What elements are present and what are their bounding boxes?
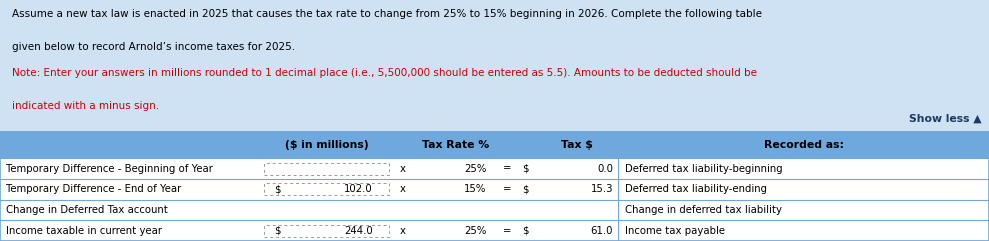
Text: 0.0: 0.0	[597, 164, 613, 174]
Text: $: $	[274, 226, 281, 236]
Text: Deferred tax liability-beginning: Deferred tax liability-beginning	[625, 164, 782, 174]
Text: Temporary Difference - Beginning of Year: Temporary Difference - Beginning of Year	[6, 164, 213, 174]
Text: given below to record Arnold’s income taxes for 2025.: given below to record Arnold’s income ta…	[12, 42, 295, 52]
Text: 244.0: 244.0	[344, 226, 373, 236]
Text: 25%: 25%	[464, 164, 487, 174]
Text: Recorded as:: Recorded as:	[764, 140, 844, 150]
Text: 61.0: 61.0	[590, 226, 613, 236]
Text: Note: Enter your answers in millions rounded to 1 decimal place (i.e., 5,500,000: Note: Enter your answers in millions rou…	[12, 68, 757, 78]
Text: Income tax payable: Income tax payable	[625, 226, 725, 236]
Text: indicated with a minus sign.: indicated with a minus sign.	[12, 101, 159, 111]
Text: 15%: 15%	[464, 184, 487, 194]
Bar	[264, 225, 389, 237]
Text: Tax Rate %: Tax Rate %	[422, 140, 490, 150]
Bar	[264, 183, 389, 195]
Text: Income taxable in current year: Income taxable in current year	[6, 226, 162, 236]
Text: x: x	[400, 164, 405, 174]
Text: $: $	[274, 184, 281, 194]
Text: 15.3: 15.3	[590, 184, 613, 194]
Text: Change in deferred tax liability: Change in deferred tax liability	[625, 205, 782, 215]
Text: =: =	[502, 226, 511, 236]
Text: Show less ▲: Show less ▲	[910, 114, 982, 123]
Text: $: $	[522, 164, 529, 174]
Text: Deferred tax liability-ending: Deferred tax liability-ending	[625, 184, 767, 194]
Text: Temporary Difference - End of Year: Temporary Difference - End of Year	[6, 184, 181, 194]
Text: x: x	[400, 226, 405, 236]
Text: 25%: 25%	[464, 226, 487, 236]
Text: $: $	[522, 226, 529, 236]
Text: =: =	[502, 184, 511, 194]
Text: ($ in millions): ($ in millions)	[285, 140, 368, 150]
Text: x: x	[400, 184, 405, 194]
Text: =: =	[502, 164, 511, 174]
Bar	[0, 131, 989, 158]
Text: 102.0: 102.0	[344, 184, 373, 194]
Bar	[264, 163, 389, 174]
Text: Tax $: Tax $	[561, 140, 593, 150]
Bar	[0, 158, 989, 241]
Text: Assume a new tax law is enacted in 2025 that causes the tax rate to change from : Assume a new tax law is enacted in 2025 …	[12, 9, 762, 19]
Text: $: $	[522, 184, 529, 194]
Text: Change in Deferred Tax account: Change in Deferred Tax account	[6, 205, 168, 215]
